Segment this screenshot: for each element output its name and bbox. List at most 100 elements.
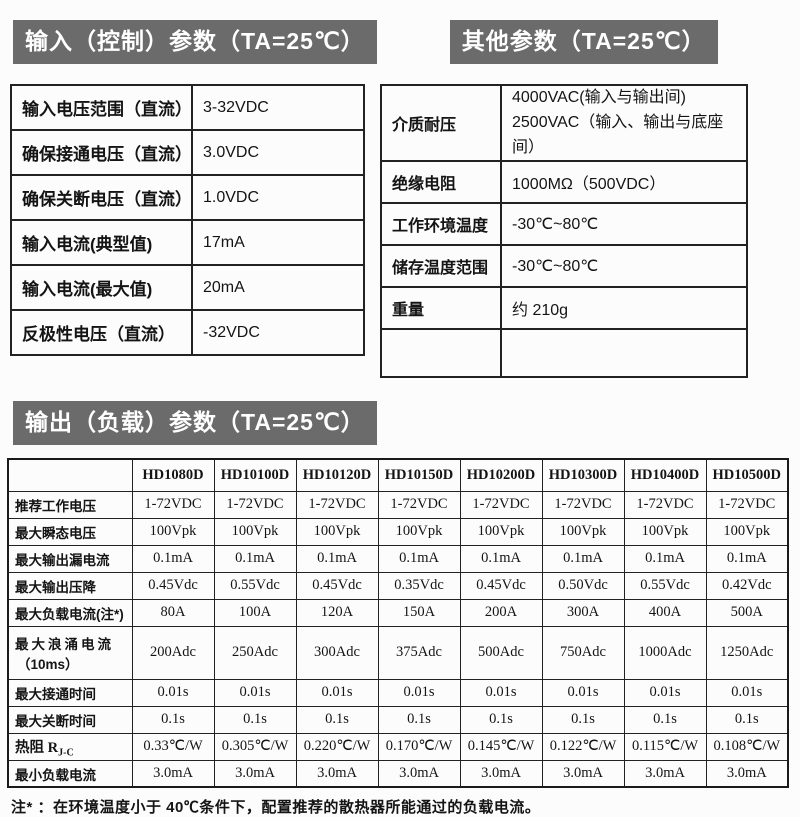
param-value: 300A [541, 598, 625, 627]
param-value: 100Vpk [295, 517, 379, 546]
param-value-line: 2500VAC（输入、输出与底座间） [512, 113, 724, 156]
param-label: 介质耐压 [380, 83, 502, 163]
param-label: 最大关断时间 [7, 705, 133, 734]
param-value: 1-72VDC [623, 490, 707, 519]
param-value: 0.01s [131, 678, 215, 707]
param-value: -32VDC [191, 309, 365, 356]
table-row: 热阻 RJ-C 0.33℃/W 0.305℃/W 0.220℃/W 0.170℃… [7, 732, 789, 761]
param-value: 0.35Vdc [377, 571, 461, 600]
param-label: 输入电压范围（直流） [10, 84, 193, 131]
param-value: 0.1mA [213, 544, 297, 573]
thermal-resistance-label: 热阻 R [15, 739, 59, 756]
model-column-header: HD10500D [705, 458, 789, 492]
table-row: 输入电流(典型值) 17mA [10, 219, 365, 266]
param-value: 3.0mA [131, 759, 215, 788]
model-column-header: HD10100D [213, 458, 297, 492]
param-label: 最大负载电流(注*) [7, 598, 133, 627]
param-label: 储存温度范围 [380, 244, 502, 289]
param-value: 100Vpk [623, 517, 707, 546]
param-value: 0.220℃/W [295, 732, 379, 761]
param-value: 1-72VDC [131, 490, 215, 519]
model-column-header: HD10400D [623, 458, 707, 492]
param-value: 1-72VDC [295, 490, 379, 519]
model-column-header: HD10300D [541, 458, 625, 492]
corner-cell [7, 458, 133, 492]
param-value: 80A [131, 598, 215, 627]
top-section-headers: 输入（控制）参数（TA=25℃） 其他参数（TA=25℃） [0, 0, 800, 64]
param-label: 确保接通电压（直流） [10, 129, 193, 176]
param-value: 0.01s [623, 678, 707, 707]
param-value: 3-32VDC [191, 84, 365, 131]
param-value: 0.1mA [459, 544, 543, 573]
spec-tables-row: 输入电压范围（直流） 3-32VDC 确保接通电压（直流） 3.0VDC 确保关… [10, 83, 800, 379]
param-value: 1.0VDC [191, 174, 365, 221]
param-label: 工作环境温度 [380, 202, 502, 247]
param-value: 0.1s [213, 705, 297, 734]
param-value: 100Vpk [131, 517, 215, 546]
param-value: 0.1s [623, 705, 707, 734]
param-value: 100Vpk [541, 517, 625, 546]
param-value: 0.108℃/W [705, 732, 789, 761]
output-params-table: HD1080D HD10100D HD10120D HD10150D HD102… [7, 458, 789, 789]
param-value: 0.145℃/W [459, 732, 543, 761]
param-value: 0.115℃/W [623, 732, 707, 761]
param-label: 最大浪涌电流 （10ms） [7, 625, 133, 680]
table-row: 重量 约 210g [380, 286, 748, 331]
param-value: 1250Adc [705, 625, 789, 680]
table-row: 确保接通电压（直流） 3.0VDC [10, 129, 365, 176]
param-value: 0.33℃/W [131, 732, 215, 761]
param-value: 0.01s [295, 678, 379, 707]
param-value: 0.45Vdc [131, 571, 215, 600]
param-label: 反极性电压（直流） [10, 309, 193, 356]
table-row: 确保关断电压（直流） 1.0VDC [10, 174, 365, 221]
param-value: 3.0mA [705, 759, 789, 788]
param-value: 1000Adc [623, 625, 707, 680]
param-value: 0.50Vdc [541, 571, 625, 600]
param-value: 0.01s [705, 678, 789, 707]
param-value: 3.0mA [623, 759, 707, 788]
param-value: 1000MΩ（500VDC） [500, 160, 748, 205]
footnote: 注* ：在环境温度小于 40℃条件下，配置推荐的散热器所能通过的负载电流。 [11, 799, 541, 817]
param-value: -30℃~80℃ [500, 202, 748, 247]
param-value: 0.170℃/W [377, 732, 461, 761]
param-value: 750Adc [541, 625, 625, 680]
param-value: 3.0mA [295, 759, 379, 788]
param-value: 500Adc [459, 625, 543, 680]
param-value: 0.1s [459, 705, 543, 734]
param-value: 1-72VDC [213, 490, 297, 519]
param-value: -30℃~80℃ [500, 244, 748, 289]
param-value: 0.01s [541, 678, 625, 707]
table-row: 介质耐压 4000VAC(输入与输出间) 2500VAC（输入、输出与底座间） [380, 83, 748, 163]
table-row-empty [380, 328, 748, 379]
param-value: 3.0mA [213, 759, 297, 788]
table-row: 输入电流(最大值) 20mA [10, 264, 365, 311]
param-value: 0.1mA [623, 544, 707, 573]
param-value: 0.01s [377, 678, 461, 707]
param-value: 0.55Vdc [623, 571, 707, 600]
model-header-row: HD1080D HD10100D HD10120D HD10150D HD102… [7, 458, 789, 492]
model-column-header: HD1080D [131, 458, 215, 492]
param-value-line: 4000VAC(输入与输出间) [512, 89, 686, 106]
param-label: 最大输出压降 [7, 571, 133, 600]
param-label: 输入电流(典型值) [10, 219, 193, 266]
param-value: 0.1mA [705, 544, 789, 573]
input-params-table: 输入电压范围（直流） 3-32VDC 确保接通电压（直流） 3.0VDC 确保关… [10, 84, 365, 356]
table-row: 最大输出漏电流 0.1mA 0.1mA 0.1mA 0.1mA 0.1mA 0.… [7, 544, 789, 573]
param-value: 4000VAC(输入与输出间) 2500VAC（输入、输出与底座间） [500, 83, 748, 163]
table-row: 工作环境温度 -30℃~80℃ [380, 202, 748, 247]
param-value: 0.1mA [295, 544, 379, 573]
param-value: 1-72VDC [705, 490, 789, 519]
param-value: 0.305℃/W [213, 732, 297, 761]
param-value: 0.1s [295, 705, 379, 734]
param-value: 0.1s [541, 705, 625, 734]
param-label: 最小负载电流 [7, 759, 133, 788]
param-value: 0.55Vdc [213, 571, 297, 600]
param-value: 3.0VDC [191, 129, 365, 176]
param-value: 17mA [191, 219, 365, 266]
section-title-other-params: 其他参数（TA=25℃） [449, 20, 718, 64]
param-value: 0.1mA [131, 544, 215, 573]
table-row: 最大负载电流(注*) 80A 100A 120A 150A 200A 300A … [7, 598, 789, 627]
param-label: 确保关断电压（直流） [10, 174, 193, 221]
param-value: 0.45Vdc [295, 571, 379, 600]
